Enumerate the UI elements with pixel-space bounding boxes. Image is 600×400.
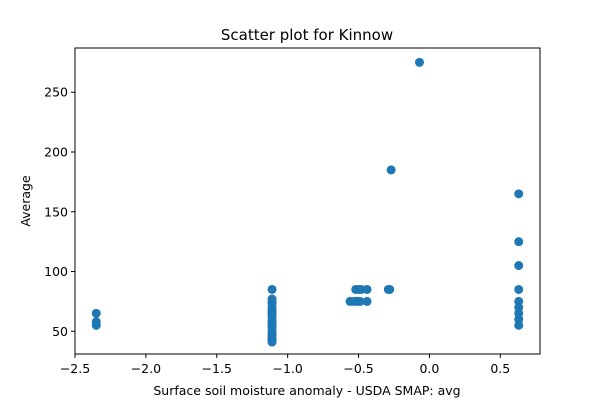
x-tick-label: 0.0: [419, 361, 439, 376]
data-point: [362, 284, 372, 294]
x-axis: −2.5 −2.0 −1.5 −1.0 −0.5 0.0 0.5: [60, 354, 510, 376]
data-point: [514, 237, 524, 247]
data-point: [414, 57, 424, 67]
data-point: [267, 337, 277, 347]
data-points: [91, 57, 524, 347]
y-tick-label: 100: [44, 264, 68, 279]
x-tick-label: −1.0: [272, 361, 302, 376]
data-point: [514, 261, 524, 271]
data-point: [514, 320, 524, 330]
data-point: [267, 284, 277, 294]
data-point: [514, 189, 524, 199]
x-tick-label: −1.5: [202, 361, 232, 376]
plot-area: [74, 47, 541, 355]
data-point: [514, 284, 524, 294]
x-tick-label: −2.5: [60, 361, 90, 376]
y-tick-label: 250: [44, 85, 68, 100]
data-point: [91, 308, 101, 318]
data-point: [355, 296, 365, 306]
y-axis: 50 100 150 200 250: [44, 85, 75, 339]
x-tick-label: 0.5: [490, 361, 510, 376]
x-tick-label: −0.5: [343, 361, 373, 376]
y-tick-label: 150: [44, 204, 68, 219]
x-tick-label: −2.0: [131, 361, 161, 376]
data-point: [385, 284, 395, 294]
y-tick-label: 200: [44, 144, 68, 159]
data-point: [362, 296, 372, 306]
chart-title: Scatter plot for Kinnow: [221, 26, 393, 44]
y-tick-label: 50: [52, 324, 68, 339]
data-point: [386, 165, 396, 175]
data-point: [91, 320, 101, 330]
x-axis-label: Surface soil moisture anomaly - USDA SMA…: [153, 383, 460, 398]
y-axis-label: Average: [18, 175, 33, 227]
